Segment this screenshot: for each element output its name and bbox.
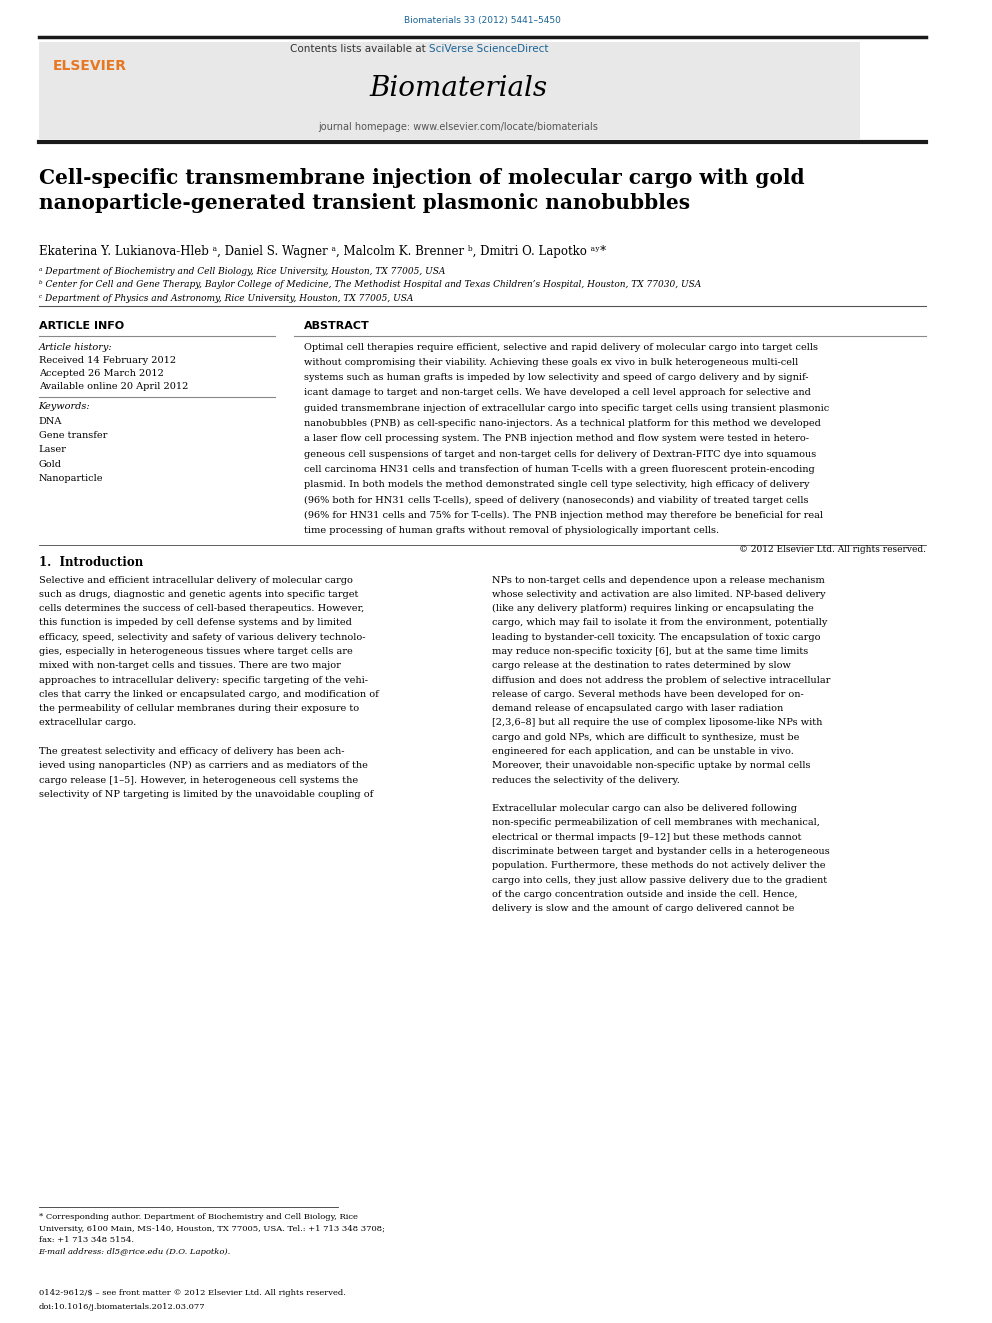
Text: icant damage to target and non-target cells. We have developed a cell level appr: icant damage to target and non-target ce… xyxy=(304,389,810,397)
Text: cells determines the success of cell-based therapeutics. However,: cells determines the success of cell-bas… xyxy=(39,605,364,613)
Text: guided transmembrane injection of extracellular cargo into specific target cells: guided transmembrane injection of extrac… xyxy=(304,404,829,413)
Text: systems such as human grafts is impeded by low selectivity and speed of cargo de: systems such as human grafts is impeded … xyxy=(304,373,808,382)
Text: ABSTRACT: ABSTRACT xyxy=(304,321,370,332)
Text: such as drugs, diagnostic and genetic agents into specific target: such as drugs, diagnostic and genetic ag… xyxy=(39,590,358,599)
Text: (96% both for HN31 cells T-cells), speed of delivery (nanoseconds) and viability: (96% both for HN31 cells T-cells), speed… xyxy=(304,495,808,504)
Text: University, 6100 Main, MS-140, Houston, TX 77005, USA. Tel.: +1 713 348 3708;: University, 6100 Main, MS-140, Houston, … xyxy=(39,1225,385,1233)
FancyBboxPatch shape xyxy=(39,42,860,139)
Text: diffusion and does not address the problem of selective intracellular: diffusion and does not address the probl… xyxy=(492,676,830,684)
Text: cargo and gold NPs, which are difficult to synthesize, must be: cargo and gold NPs, which are difficult … xyxy=(492,733,800,742)
Text: Biomaterials 33 (2012) 5441–5450: Biomaterials 33 (2012) 5441–5450 xyxy=(404,16,560,25)
Text: Moreover, their unavoidable non-specific uptake by normal cells: Moreover, their unavoidable non-specific… xyxy=(492,761,810,770)
Text: nanobubbles (PNB) as cell-specific nano-injectors. As a technical platform for t: nanobubbles (PNB) as cell-specific nano-… xyxy=(304,419,820,429)
Text: demand release of encapsulated cargo with laser radiation: demand release of encapsulated cargo wit… xyxy=(492,704,783,713)
Text: © 2012 Elsevier Ltd. All rights reserved.: © 2012 Elsevier Ltd. All rights reserved… xyxy=(739,545,926,554)
Text: cargo release [1–5]. However, in heterogeneous cell systems the: cargo release [1–5]. However, in heterog… xyxy=(39,775,358,785)
Text: Laser: Laser xyxy=(39,446,66,454)
Text: engineered for each application, and can be unstable in vivo.: engineered for each application, and can… xyxy=(492,747,794,755)
Text: approaches to intracellular delivery: specific targeting of the vehi-: approaches to intracellular delivery: sp… xyxy=(39,676,368,684)
Text: Article history:: Article history: xyxy=(39,343,112,352)
Text: time processing of human grafts without removal of physiologically important cel: time processing of human grafts without … xyxy=(304,527,719,534)
Text: Cell-specific transmembrane injection of molecular cargo with gold
nanoparticle-: Cell-specific transmembrane injection of… xyxy=(39,168,805,213)
Text: non-specific permeabilization of cell membranes with mechanical,: non-specific permeabilization of cell me… xyxy=(492,819,819,827)
Text: 1.  Introduction: 1. Introduction xyxy=(39,556,143,569)
Text: without compromising their viability. Achieving these goals ex vivo in bulk hete: without compromising their viability. Ac… xyxy=(304,359,798,366)
Text: population. Furthermore, these methods do not actively deliver the: population. Furthermore, these methods d… xyxy=(492,861,825,871)
Text: doi:10.1016/j.biomaterials.2012.03.077: doi:10.1016/j.biomaterials.2012.03.077 xyxy=(39,1303,205,1311)
Text: Selective and efficient intracellular delivery of molecular cargo: Selective and efficient intracellular de… xyxy=(39,576,352,585)
Text: selectivity of NP targeting is limited by the unavoidable coupling of: selectivity of NP targeting is limited b… xyxy=(39,790,373,799)
Text: a laser flow cell processing system. The PNB injection method and flow system we: a laser flow cell processing system. The… xyxy=(304,434,808,443)
Text: ᵇ Center for Cell and Gene Therapy, Baylor College of Medicine, The Methodist Ho: ᵇ Center for Cell and Gene Therapy, Bayl… xyxy=(39,280,700,290)
Text: Received 14 February 2012: Received 14 February 2012 xyxy=(39,356,176,365)
Text: Gold: Gold xyxy=(39,459,62,468)
Text: Optimal cell therapies require efficient, selective and rapid delivery of molecu: Optimal cell therapies require efficient… xyxy=(304,343,817,352)
Text: cles that carry the linked or encapsulated cargo, and modification of: cles that carry the linked or encapsulat… xyxy=(39,689,378,699)
Text: DNA: DNA xyxy=(39,417,62,426)
Text: ᶜ Department of Physics and Astronomy, Rice University, Houston, TX 77005, USA: ᶜ Department of Physics and Astronomy, R… xyxy=(39,294,413,303)
Text: Available online 20 April 2012: Available online 20 April 2012 xyxy=(39,382,187,392)
Text: (like any delivery platform) requires linking or encapsulating the: (like any delivery platform) requires li… xyxy=(492,605,813,613)
Text: cargo, which may fail to isolate it from the environment, potentially: cargo, which may fail to isolate it from… xyxy=(492,618,827,627)
Text: ELSEVIER: ELSEVIER xyxy=(53,60,127,73)
Text: plasmid. In both models the method demonstrated single cell type selectivity, hi: plasmid. In both models the method demon… xyxy=(304,480,809,490)
Text: [2,3,6–8] but all require the use of complex liposome-like NPs with: [2,3,6–8] but all require the use of com… xyxy=(492,718,822,728)
Text: delivery is slow and the amount of cargo delivered cannot be: delivery is slow and the amount of cargo… xyxy=(492,904,795,913)
Text: cargo into cells, they just allow passive delivery due to the gradient: cargo into cells, they just allow passiv… xyxy=(492,876,827,885)
Text: efficacy, speed, selectivity and safety of various delivery technolo-: efficacy, speed, selectivity and safety … xyxy=(39,632,365,642)
Text: E-mail address: dl5@rice.edu (D.O. Lapotko).: E-mail address: dl5@rice.edu (D.O. Lapot… xyxy=(39,1248,231,1256)
Text: SciVerse ScienceDirect: SciVerse ScienceDirect xyxy=(430,44,549,54)
Text: release of cargo. Several methods have been developed for on-: release of cargo. Several methods have b… xyxy=(492,689,804,699)
Text: discriminate between target and bystander cells in a heterogeneous: discriminate between target and bystande… xyxy=(492,847,829,856)
Text: cell carcinoma HN31 cells and transfection of human T-cells with a green fluores: cell carcinoma HN31 cells and transfecti… xyxy=(304,464,814,474)
Text: Extracellular molecular cargo can also be delivered following: Extracellular molecular cargo can also b… xyxy=(492,804,797,814)
Text: fax: +1 713 348 5154.: fax: +1 713 348 5154. xyxy=(39,1237,134,1245)
Text: leading to bystander-cell toxicity. The encapsulation of toxic cargo: leading to bystander-cell toxicity. The … xyxy=(492,632,820,642)
Text: gies, especially in heterogeneous tissues where target cells are: gies, especially in heterogeneous tissue… xyxy=(39,647,352,656)
Text: * Corresponding author. Department of Biochemistry and Cell Biology, Rice: * Corresponding author. Department of Bi… xyxy=(39,1213,357,1221)
Text: Biomaterials: Biomaterials xyxy=(369,75,548,102)
Text: geneous cell suspensions of target and non-target cells for delivery of Dextran-: geneous cell suspensions of target and n… xyxy=(304,450,816,459)
Text: the permeability of cellular membranes during their exposure to: the permeability of cellular membranes d… xyxy=(39,704,359,713)
Text: ARTICLE INFO: ARTICLE INFO xyxy=(39,321,124,332)
Text: The greatest selectivity and efficacy of delivery has been ach-: The greatest selectivity and efficacy of… xyxy=(39,747,344,755)
Text: extracellular cargo.: extracellular cargo. xyxy=(39,718,136,728)
Text: ᵃ Department of Biochemistry and Cell Biology, Rice University, Houston, TX 7700: ᵃ Department of Biochemistry and Cell Bi… xyxy=(39,267,445,277)
Text: Keywords:: Keywords: xyxy=(39,402,90,411)
Text: Contents lists available at: Contents lists available at xyxy=(291,44,430,54)
Text: cargo release at the destination to rates determined by slow: cargo release at the destination to rate… xyxy=(492,662,791,671)
Text: NPs to non-target cells and dependence upon a release mechanism: NPs to non-target cells and dependence u… xyxy=(492,576,824,585)
Text: Accepted 26 March 2012: Accepted 26 March 2012 xyxy=(39,369,164,378)
Text: Ekaterina Y. Lukianova-Hleb ᵃ, Daniel S. Wagner ᵃ, Malcolm K. Brenner ᵇ, Dmitri : Ekaterina Y. Lukianova-Hleb ᵃ, Daniel S.… xyxy=(39,245,606,258)
Text: mixed with non-target cells and tissues. There are two major: mixed with non-target cells and tissues.… xyxy=(39,662,340,671)
Text: this function is impeded by cell defense systems and by limited: this function is impeded by cell defense… xyxy=(39,618,351,627)
Text: whose selectivity and activation are also limited. NP-based delivery: whose selectivity and activation are als… xyxy=(492,590,825,599)
Text: may reduce non-specific toxicity [6], but at the same time limits: may reduce non-specific toxicity [6], bu… xyxy=(492,647,808,656)
Text: of the cargo concentration outside and inside the cell. Hence,: of the cargo concentration outside and i… xyxy=(492,890,798,898)
Text: ieved using nanoparticles (NP) as carriers and as mediators of the: ieved using nanoparticles (NP) as carrie… xyxy=(39,761,367,770)
Text: electrical or thermal impacts [9–12] but these methods cannot: electrical or thermal impacts [9–12] but… xyxy=(492,832,802,841)
Text: Nanoparticle: Nanoparticle xyxy=(39,474,103,483)
Text: (96% for HN31 cells and 75% for T-cells). The PNB injection method may therefore: (96% for HN31 cells and 75% for T-cells)… xyxy=(304,511,822,520)
Text: Gene transfer: Gene transfer xyxy=(39,431,107,441)
Text: journal homepage: www.elsevier.com/locate/biomaterials: journal homepage: www.elsevier.com/locat… xyxy=(318,122,598,132)
Text: 0142-9612/$ – see front matter © 2012 Elsevier Ltd. All rights reserved.: 0142-9612/$ – see front matter © 2012 El… xyxy=(39,1289,345,1297)
Text: reduces the selectivity of the delivery.: reduces the selectivity of the delivery. xyxy=(492,775,680,785)
